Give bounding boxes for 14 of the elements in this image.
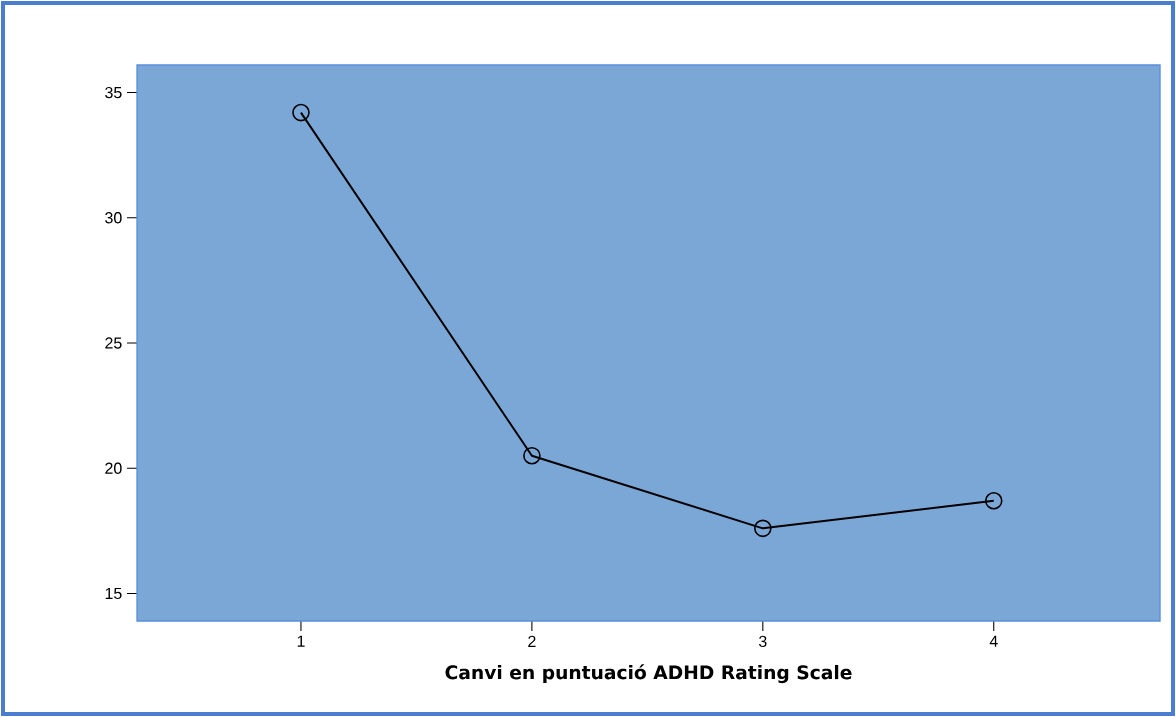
y-tick-label: 30: [105, 212, 122, 224]
y-tick-label: 15: [105, 587, 122, 600]
point: [523, 446, 541, 465]
x-axis-title: Canvi en puntuació ADHD Rating Scale: [445, 664, 852, 684]
x-tick-label: 2: [528, 635, 536, 647]
y-tick-label: 35: [105, 86, 122, 99]
point: [754, 519, 772, 538]
y-tick-label: 20: [105, 462, 122, 474]
y-tick-label: 25: [105, 337, 122, 349]
x-tick-label: 4: [989, 635, 998, 647]
point: [984, 491, 1003, 510]
x-tick-label: 3: [758, 635, 767, 648]
x-tick-label: 1: [297, 635, 305, 647]
point: [292, 103, 310, 122]
